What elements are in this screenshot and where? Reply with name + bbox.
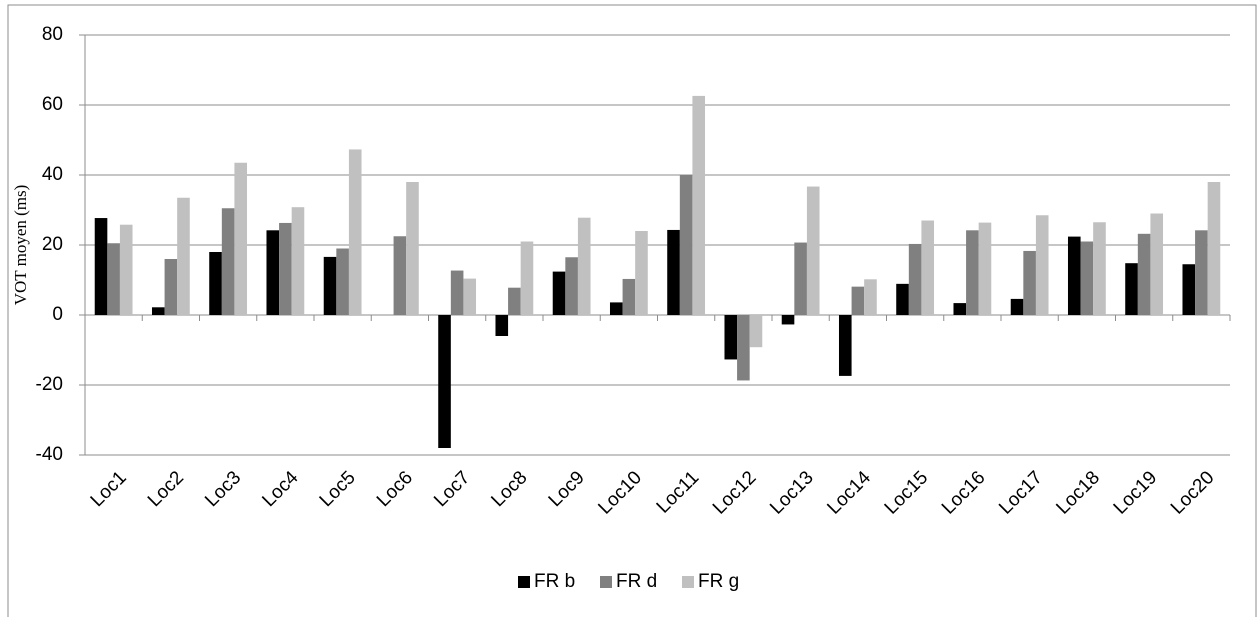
- x-tick-label: Loc1: [87, 467, 131, 511]
- bar: [393, 236, 407, 315]
- y-tick-label: 80: [42, 24, 63, 45]
- x-tick-label: Loc16: [938, 467, 989, 518]
- bar: [221, 208, 235, 315]
- bar: [291, 207, 305, 315]
- bar: [692, 95, 706, 316]
- bar: [406, 182, 419, 315]
- bar: [609, 302, 623, 315]
- bar: [622, 278, 636, 315]
- x-tick-label: Loc9: [545, 467, 589, 511]
- x-tick-label: Loc7: [430, 467, 474, 511]
- x-tick-label: Loc18: [1052, 467, 1103, 518]
- bar: [234, 162, 248, 315]
- legend-swatch: [600, 576, 612, 588]
- bar: [323, 256, 337, 315]
- bar: [119, 224, 133, 315]
- bar: [806, 186, 820, 315]
- bar: [336, 248, 349, 315]
- x-tick-label: Loc20: [1167, 467, 1218, 518]
- y-tick-label: -40: [36, 444, 63, 465]
- bar: [794, 242, 807, 315]
- legend-swatch: [682, 576, 694, 588]
- y-tick-label: 20: [42, 234, 63, 255]
- bar: [966, 230, 979, 315]
- x-tick-label: Loc11: [653, 467, 703, 517]
- bar: [266, 230, 280, 315]
- x-tick-label: Loc5: [316, 467, 360, 511]
- bar: [1125, 263, 1138, 315]
- bar: [438, 315, 451, 448]
- x-tick-label: Loc2: [144, 467, 188, 511]
- bar: [978, 222, 992, 315]
- bar: [164, 259, 178, 315]
- bar: [450, 270, 464, 315]
- bar: [508, 287, 521, 315]
- bar: [552, 271, 566, 315]
- bar: [1182, 264, 1196, 315]
- x-tick-label: Loc19: [1110, 467, 1161, 518]
- bar: [1067, 236, 1081, 315]
- bar: [1023, 250, 1036, 315]
- bar: [577, 217, 591, 315]
- bar: [896, 283, 909, 315]
- bar: [1195, 230, 1208, 315]
- bar: [1010, 298, 1024, 315]
- x-tick-label: Loc4: [258, 467, 302, 511]
- legend-swatch: [518, 576, 530, 588]
- bar: [737, 315, 750, 381]
- bar: [908, 243, 922, 315]
- bar: [1207, 182, 1221, 315]
- bar: [1080, 241, 1094, 315]
- bar: [781, 315, 795, 325]
- bar: [864, 279, 877, 315]
- x-tick-label: Loc17: [995, 467, 1046, 518]
- bar: [724, 315, 738, 360]
- bar: [463, 278, 477, 315]
- legend-label: FR g: [698, 571, 739, 592]
- x-tick-label: Loc14: [823, 467, 875, 519]
- x-tick-label: Loc3: [201, 467, 245, 511]
- chart-frame: [7, 4, 1257, 617]
- x-tick-label: Loc15: [881, 467, 932, 518]
- bar: [667, 229, 680, 315]
- y-tick-label: -20: [36, 374, 63, 395]
- x-tick-label: Loc6: [373, 467, 417, 511]
- bar: [953, 303, 967, 315]
- bar: [1093, 222, 1106, 315]
- bar: [151, 307, 165, 315]
- y-tick-label: 0: [52, 304, 63, 325]
- bar: [495, 315, 509, 336]
- y-tick-label: 40: [42, 164, 63, 185]
- bar: [107, 243, 120, 315]
- bar: [635, 231, 648, 315]
- bar: [279, 222, 292, 315]
- bar: [520, 241, 534, 315]
- bar: [1150, 213, 1164, 315]
- bar: [851, 286, 865, 315]
- y-tick-label: 60: [42, 94, 63, 115]
- bar: [177, 197, 190, 315]
- legend-label: FR b: [534, 571, 575, 592]
- bar: [1035, 215, 1049, 315]
- legend-label: FR d: [616, 571, 657, 592]
- x-tick-label: Loc12: [709, 467, 760, 518]
- bar: [749, 315, 763, 348]
- x-tick-label: Loc13: [766, 467, 817, 518]
- x-tick-label: Loc10: [594, 467, 645, 518]
- bar: [838, 315, 852, 376]
- bar: [209, 252, 222, 315]
- bar: [94, 218, 108, 315]
- bar: [348, 149, 362, 315]
- y-axis-label: VOT moyen (ms): [11, 185, 30, 306]
- bar: [679, 175, 693, 315]
- bar: [1137, 233, 1151, 315]
- bar: [565, 257, 578, 315]
- bar: [921, 220, 935, 315]
- x-tick-label: Loc8: [487, 467, 531, 511]
